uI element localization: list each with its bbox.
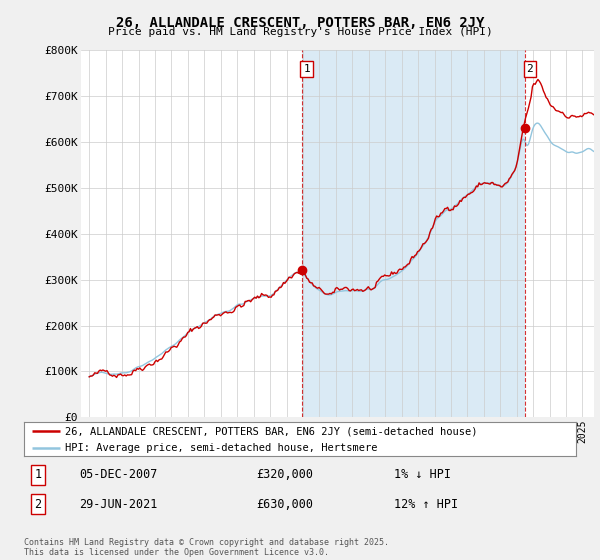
Text: £630,000: £630,000 [256,497,313,511]
Text: 12% ↑ HPI: 12% ↑ HPI [394,497,458,511]
Text: 1: 1 [34,468,41,482]
Text: 1% ↓ HPI: 1% ↓ HPI [394,468,451,482]
Text: 1: 1 [303,64,310,74]
Text: 29-JUN-2021: 29-JUN-2021 [79,497,158,511]
Text: 26, ALLANDALE CRESCENT, POTTERS BAR, EN6 2JY (semi-detached house): 26, ALLANDALE CRESCENT, POTTERS BAR, EN6… [65,426,478,436]
Text: Contains HM Land Registry data © Crown copyright and database right 2025.
This d: Contains HM Land Registry data © Crown c… [24,538,389,557]
Text: 2: 2 [34,497,41,511]
Text: HPI: Average price, semi-detached house, Hertsmere: HPI: Average price, semi-detached house,… [65,443,378,452]
Text: 05-DEC-2007: 05-DEC-2007 [79,468,158,482]
Text: 2: 2 [526,64,533,74]
Text: 26, ALLANDALE CRESCENT, POTTERS BAR, EN6 2JY: 26, ALLANDALE CRESCENT, POTTERS BAR, EN6… [116,16,484,30]
Text: Price paid vs. HM Land Registry's House Price Index (HPI): Price paid vs. HM Land Registry's House … [107,27,493,37]
Text: £320,000: £320,000 [256,468,313,482]
Bar [302,50,525,417]
